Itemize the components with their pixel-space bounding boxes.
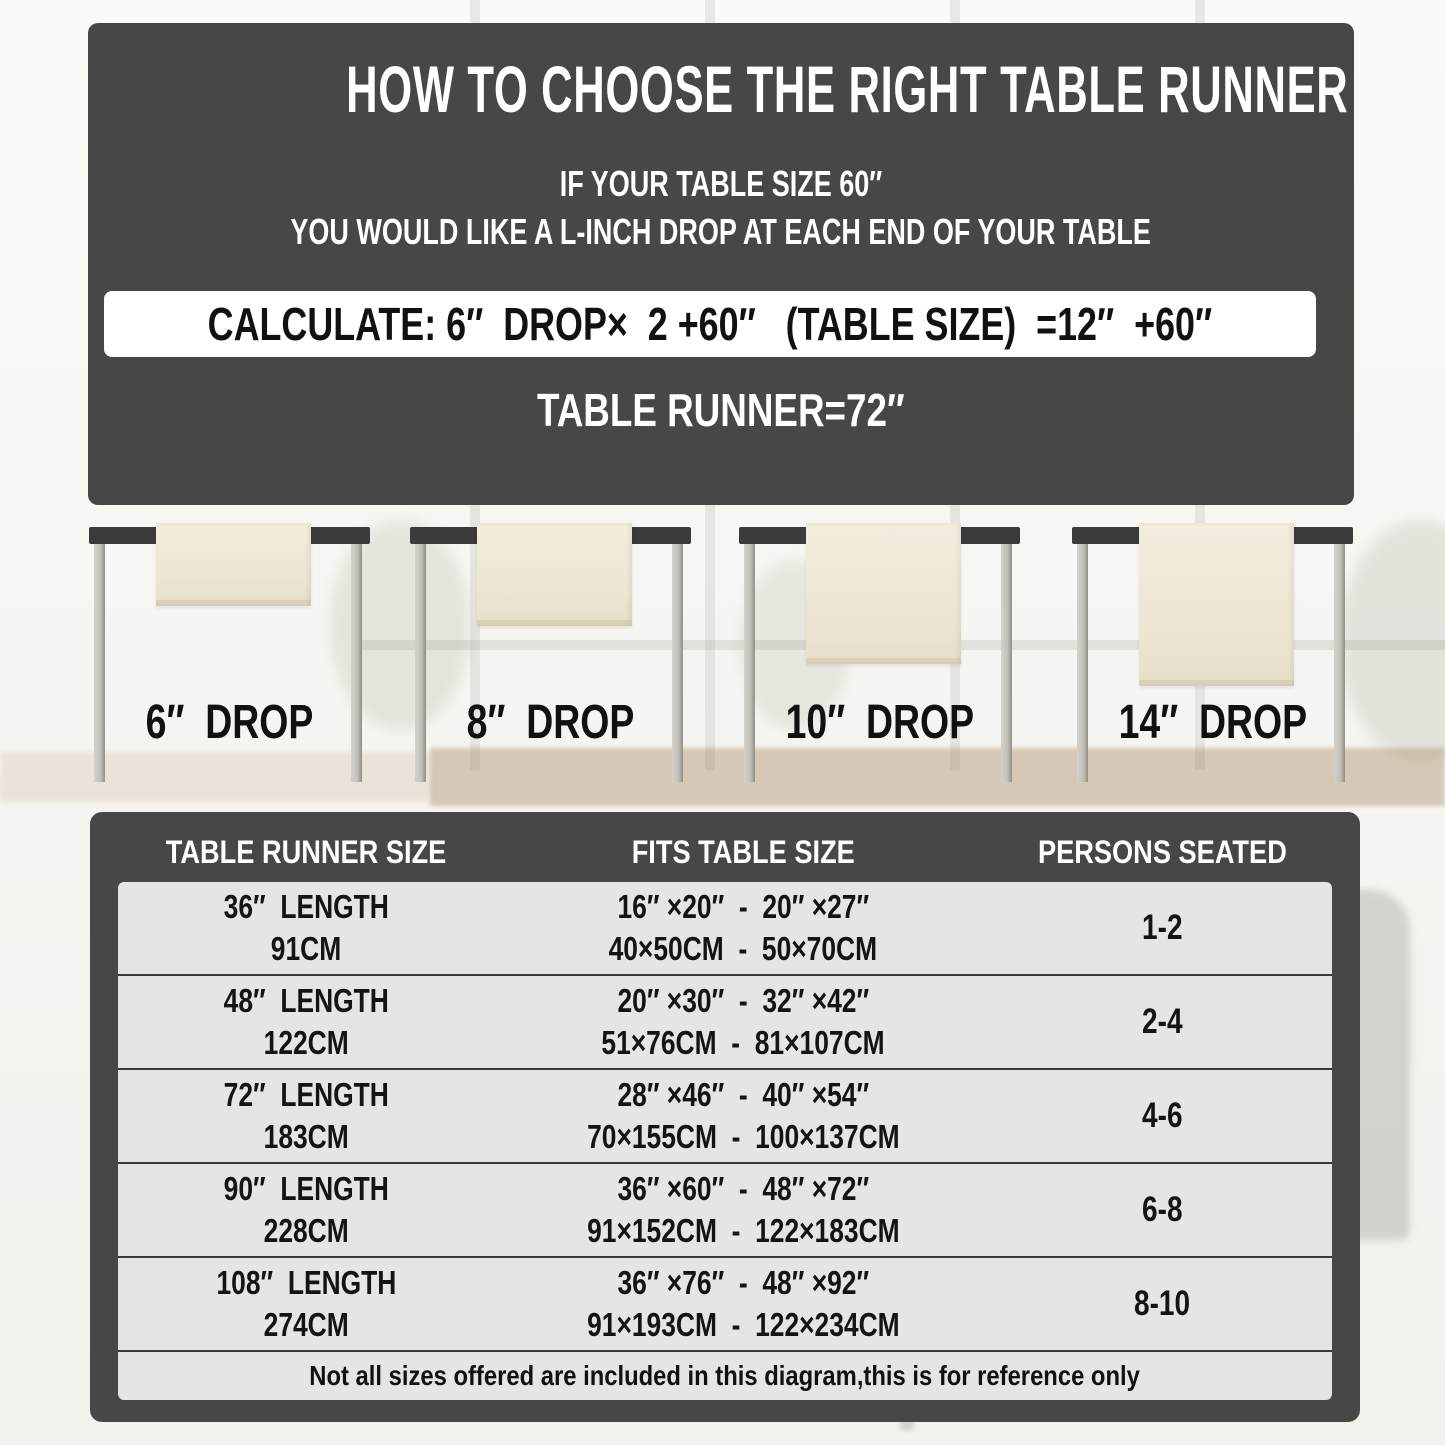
table-leg-left [1077,542,1088,782]
table-leg-right [1001,542,1012,782]
table-leg-left [94,542,105,782]
header-panel: HOW TO CHOOSE THE RIGHT TABLE RUNNER IF … [88,23,1354,505]
fits-size-cell: 28″ ×46″ - 40″ ×54″ 70×155CM - 100×137CM [586,1075,900,1155]
persons-cell: 8-10 [1133,1283,1191,1323]
drop-label: 14″ DROP [1118,696,1307,749]
footnote: Not all sizes offered are included in th… [309,1360,1141,1391]
table-row: 90″ LENGTH 228CM 36″ ×60″ - 48″ ×72″ 91×… [118,1164,1332,1258]
table-diagram-8-drop: 8″ DROP [410,523,691,803]
persons-cell: 4-6 [1141,1095,1183,1135]
table-row: 36″ LENGTH 91CM 16″ ×20″ - 20″ ×27″ 40×5… [118,882,1332,976]
fits-size-cell: 36″ ×76″ - 48″ ×92″ 91×193CM - 122×234CM [586,1263,900,1343]
table-leg-right [1334,542,1345,782]
table-diagram-10-drop: 10″ DROP [739,523,1020,803]
persons-cell: 6-8 [1141,1189,1183,1229]
runner-size-cell: 48″ LENGTH 122CM [223,981,389,1061]
drop-label: 8″ DROP [466,696,635,749]
runner-size-cell: 90″ LENGTH 228CM [223,1169,389,1249]
runner-illustration [1139,523,1294,686]
subtitle-line2: YOU WOULD LIKE A L-INCH DROP AT EACH END… [290,211,1152,252]
column-header-persons-seated: PERSONS SEATED [1037,833,1287,870]
size-chart-body: 36″ LENGTH 91CM 16″ ×20″ - 20″ ×27″ 40×5… [118,882,1332,1400]
drop-label: 10″ DROP [785,696,974,749]
table-diagram-14-drop: 14″ DROP [1072,523,1353,803]
calculation-bar: CALCULATE: 6″ DROP× 2 +60″ (TABLE SIZE) … [104,291,1316,357]
drop-comparison: 6″ DROP 8″ DROP 10″ DROP 14″ DROP [0,505,1445,810]
table-leg-left [744,542,755,782]
table-row: 108″ LENGTH 274CM 36″ ×76″ - 48″ ×92″ 91… [118,1258,1332,1352]
runner-illustration [806,523,961,664]
persons-cell: 1-2 [1141,907,1183,947]
subtitle-line1: IF YOUR TABLE SIZE 60″ [559,163,883,204]
column-header-fits-table-size: FITS TABLE SIZE [631,833,855,870]
table-row: 48″ LENGTH 122CM 20″ ×30″ - 32″ ×42″ 51×… [118,976,1332,1070]
runner-illustration [156,523,311,606]
table-leg-right [672,542,683,782]
calculation-result: TABLE RUNNER=72″ [537,384,905,436]
column-header-runner-size: TABLE RUNNER SIZE [165,833,447,870]
drop-label: 6″ DROP [145,696,314,749]
table-leg-left [415,542,426,782]
size-chart-panel: TABLE RUNNER SIZE FITS TABLE SIZE PERSON… [90,812,1360,1422]
fits-size-cell: 16″ ×20″ - 20″ ×27″ 40×50CM - 50×70CM [608,887,878,967]
runner-illustration [477,523,632,626]
table-leg-right [351,542,362,782]
fits-size-cell: 20″ ×30″ - 32″ ×42″ 51×76CM - 81×107CM [601,981,885,1061]
runner-size-cell: 108″ LENGTH 274CM [216,1263,397,1343]
persons-cell: 2-4 [1141,1001,1183,1041]
size-chart-header-row: TABLE RUNNER SIZE FITS TABLE SIZE PERSON… [118,828,1332,876]
runner-size-cell: 72″ LENGTH 183CM [223,1075,389,1155]
table-diagram-6-drop: 6″ DROP [89,523,370,803]
page-title: HOW TO CHOOSE THE RIGHT TABLE RUNNER [346,52,1349,126]
table-row: 72″ LENGTH 183CM 28″ ×46″ - 40″ ×54″ 70×… [118,1070,1332,1164]
runner-size-cell: 36″ LENGTH 91CM [223,887,389,967]
fits-size-cell: 36″ ×60″ - 48″ ×72″ 91×152CM - 122×183CM [586,1169,900,1249]
calculation-formula: CALCULATE: 6″ DROP× 2 +60″ (TABLE SIZE) … [207,298,1213,350]
